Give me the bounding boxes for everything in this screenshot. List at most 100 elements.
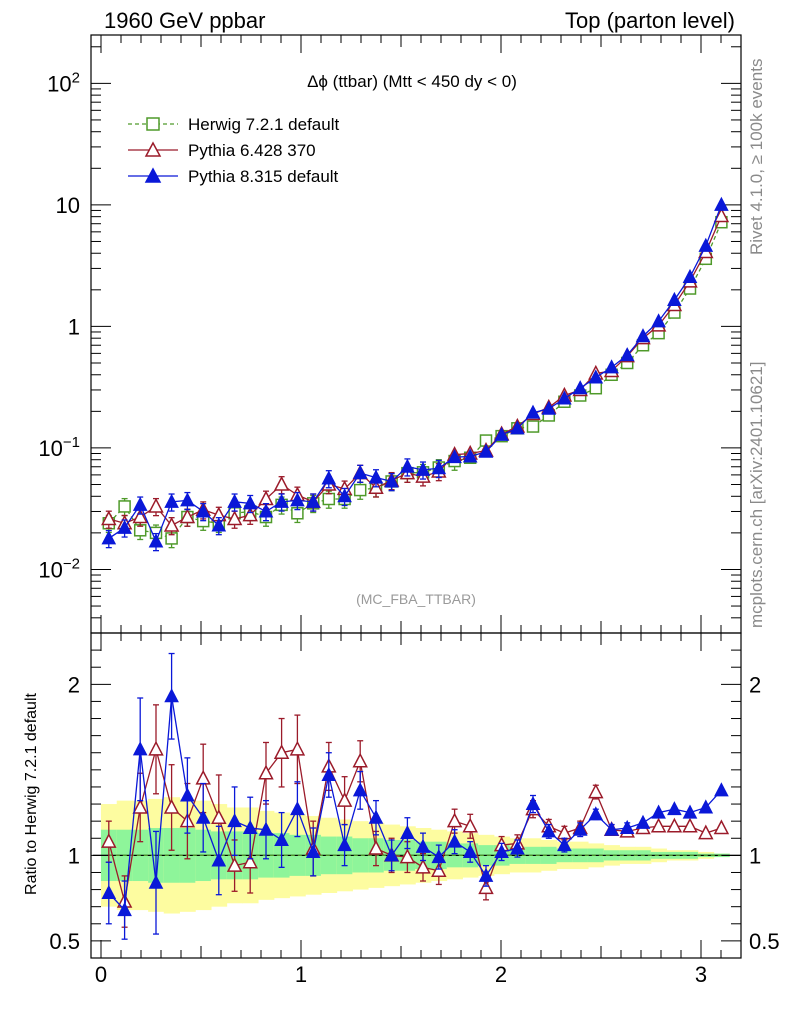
data-point [619,347,635,362]
ratio-point [635,814,651,829]
data-point [635,328,651,343]
data-point [148,533,164,548]
ratio-line [108,746,722,902]
data-point [337,488,352,503]
data-point [258,503,274,518]
ratio-point [415,838,431,853]
ratio-point [274,831,289,846]
data-point [321,470,337,485]
ratio-point [336,792,353,807]
ratio-point [572,821,588,836]
y-label-1e-2: 10−2 [38,555,80,582]
data-point [478,443,494,458]
legend-label-pythia8: Pythia 8.315 default [188,167,339,186]
data-point [353,483,367,497]
data-point [226,510,243,526]
ratio-point [289,740,306,756]
ratio-point [713,819,730,835]
ratio-point [525,795,541,811]
x-label-0: 0 [95,962,107,987]
ratio-point [163,798,180,814]
ratio-point [557,837,572,852]
ratio-point [510,840,525,855]
data-point [290,492,305,507]
ratio-label-1-left: 1 [68,843,80,868]
data-point [713,207,730,223]
data-point [682,268,698,284]
ratio-point [273,744,290,759]
ratio-point [541,823,557,838]
ratio-point [132,741,148,756]
ratio-line [108,696,722,912]
ratio-point [682,804,698,819]
ratio-point [164,688,179,703]
ratio-point [462,843,478,858]
y-label-1e-1: 10−1 [38,434,80,461]
ratio-point [588,806,604,821]
data-point [117,519,132,534]
data-point [400,458,415,473]
ratio-point [494,843,509,858]
data-point [352,465,368,480]
series-line [108,204,723,544]
series-0 [102,215,728,549]
data-point [572,380,588,395]
ratio-point [478,879,494,895]
data-point [510,420,525,435]
ratio-point [462,817,478,833]
data-point [322,492,336,506]
ratio-label-2-left: 2 [68,672,80,697]
ratio-point [431,848,447,864]
data-point [132,496,148,511]
analysis-annotation: (MC_FBA_TTBAR) [356,591,476,607]
series-1 [101,207,730,536]
data-point [101,510,117,526]
ratio-point [478,867,494,882]
ratio-point [195,809,211,824]
ratio-y-label: Ratio to Herwig 7.2.1 default [23,693,40,895]
ratio-point [148,874,164,889]
data-point [526,420,540,433]
ratio-point [290,801,305,816]
ratio-label-0.5-left: 0.5 [49,929,80,954]
ratio-frame [90,632,742,959]
x-label-3: 3 [695,962,707,987]
legend-label-herwig: Herwig 7.2.1 default [188,115,339,134]
ratio-point [242,819,258,834]
data-point [180,492,195,507]
ratio-point [415,858,431,874]
data-point [415,461,431,476]
ratio-point [101,884,117,899]
y-label-1e2: 102 [47,69,80,96]
data-point [163,516,180,532]
x-ticks: 0 1 2 3 [95,633,742,987]
series-line [108,221,722,540]
ratio-y-ticks: 0.5 0.5 1 1 2 2 [49,632,780,959]
ratio-point [227,813,242,828]
ratio-point [148,740,164,756]
data-point [368,469,384,484]
ratio-point [258,821,274,836]
x-label-1: 1 [295,962,307,987]
ratio-point [619,819,635,834]
data-point [667,291,682,306]
ratio-point [101,833,117,848]
ratio-point [384,847,399,862]
data-point [714,196,729,211]
main-y-ticks: 10−2 10−1 1 10 102 [38,46,741,634]
data-point [541,400,557,415]
y-label-10: 10 [56,193,80,218]
ratio-point [180,787,195,802]
ratio-point [399,848,416,864]
ratio-panel: 0.5 0.5 1 1 2 2 0 1 2 3 [49,632,780,987]
legend: Herwig 7.2.1 default Pythia 6.428 370 Py… [128,115,339,186]
y-label-1: 1 [68,314,80,339]
data-point [462,448,478,463]
legend-marker-herwig [146,117,160,131]
ratio-point [651,804,666,819]
header-left-title: 1960 GeV ppbar [104,8,265,33]
data-point [525,404,541,419]
chart-title: Δϕ (ttbar) (Mtt < 450 dy < 0) [307,72,517,91]
series-line [108,215,722,527]
data-point [242,506,258,522]
